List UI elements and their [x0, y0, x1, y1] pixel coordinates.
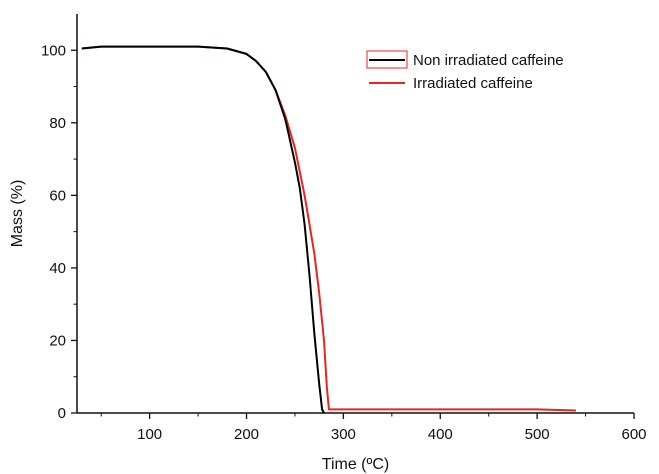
legend: Non irradiated caffeine Irradiated caffe… — [366, 50, 564, 92]
y-ticks: 0 20 40 60 80 100 — [41, 42, 77, 422]
y-tick-label: 20 — [49, 332, 66, 349]
x-axis-title: Time (ºC) — [322, 456, 389, 473]
y-tick-label: 40 — [49, 260, 66, 277]
x-tick-label: 500 — [525, 426, 550, 443]
legend-swatch-non-irradiated — [366, 50, 408, 69]
legend-label-non-irradiated: Non irradiated caffeine — [413, 52, 564, 69]
axes — [76, 14, 634, 414]
x-tick-label: 300 — [331, 426, 356, 443]
series-layer — [81, 45, 576, 414]
y-axis-title: Mass (%) — [9, 180, 26, 248]
legend-label-irradiated: Irradiated caffeine — [413, 75, 533, 92]
series-line-non-irradiated — [81, 45, 325, 414]
x-tick-label: 200 — [234, 426, 259, 443]
x-tick-label: 600 — [621, 426, 646, 443]
x-tick-label: 400 — [428, 426, 453, 443]
y-tick-label: 80 — [49, 115, 66, 132]
y-tick-label: 60 — [49, 187, 66, 204]
y-tick-label: 0 — [58, 405, 66, 422]
series-line-irradiated — [81, 45, 576, 412]
y-tick-label: 100 — [41, 42, 66, 59]
x-ticks: 100 200 300 400 500 600 — [100, 413, 647, 443]
x-tick-label: 100 — [137, 426, 162, 443]
